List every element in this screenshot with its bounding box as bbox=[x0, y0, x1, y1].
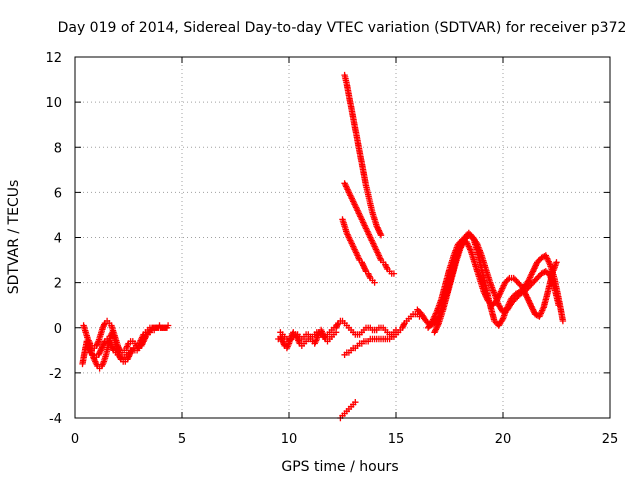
x-tick-label: 15 bbox=[388, 432, 405, 447]
y-tick-label: -4 bbox=[49, 412, 62, 427]
grid-lines bbox=[75, 57, 610, 418]
data-point bbox=[400, 321, 407, 328]
data-point bbox=[504, 276, 512, 283]
data-point bbox=[371, 279, 378, 286]
data-point bbox=[555, 302, 562, 309]
data-point bbox=[390, 270, 398, 277]
x-tick-label: 25 bbox=[602, 432, 619, 447]
chart-title: Day 019 of 2014, Sidereal Day-to-day VTE… bbox=[58, 20, 627, 36]
data-point bbox=[352, 399, 359, 406]
x-tick-label: 20 bbox=[495, 432, 512, 447]
y-axis-title: SDTVAR / TECUs bbox=[6, 180, 22, 295]
x-tick-label: 0 bbox=[71, 432, 79, 447]
data-point bbox=[377, 232, 385, 239]
data-point bbox=[553, 259, 560, 266]
data-point bbox=[365, 271, 373, 279]
data-point bbox=[334, 321, 341, 328]
y-tick-label: 0 bbox=[54, 322, 62, 337]
y-tick-label: 6 bbox=[54, 186, 62, 201]
y-tick-label: 12 bbox=[45, 51, 62, 66]
data-points bbox=[79, 71, 567, 422]
data-point bbox=[366, 273, 373, 280]
x-tick-label: 5 bbox=[178, 432, 186, 447]
y-tick-label: 8 bbox=[54, 141, 62, 156]
data-point bbox=[541, 268, 548, 276]
data-point bbox=[473, 239, 480, 247]
y-tick-label: 4 bbox=[54, 232, 62, 247]
data-point bbox=[511, 276, 519, 283]
y-tick-label: -2 bbox=[49, 367, 62, 382]
data-point bbox=[415, 308, 422, 315]
x-tick-label: 10 bbox=[281, 432, 298, 447]
data-point bbox=[559, 317, 567, 325]
data-point bbox=[163, 324, 171, 331]
x-axis-title: GPS time / hours bbox=[281, 459, 398, 475]
data-point bbox=[383, 264, 390, 271]
y-tick-label: 10 bbox=[45, 96, 62, 111]
y-tick-label: 2 bbox=[54, 277, 62, 292]
axis-ticks: 0 5 10 15 20 25 -4 -2 0 2 4 6 8 10 12 bbox=[45, 51, 618, 447]
